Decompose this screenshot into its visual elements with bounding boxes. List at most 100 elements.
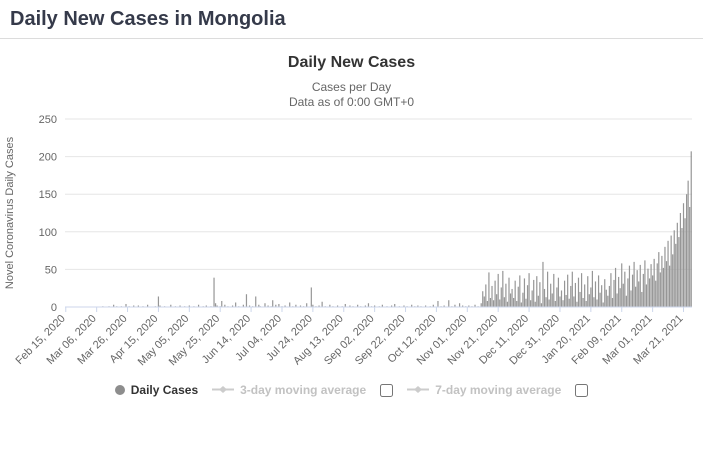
daily-cases-bar [267,305,269,307]
daily-cases-bar [539,282,541,307]
daily-cases-bar [511,288,513,307]
daily-cases-bar [690,151,692,307]
circle-marker-icon [114,385,125,395]
daily-cases-bar [665,261,668,307]
y-tick-label: 250 [39,114,57,126]
daily-cases-bar [682,203,685,307]
daily-cases-bar [509,293,512,307]
daily-cases-bar [591,270,593,307]
daily-cases-bar [560,290,563,307]
daily-cases-bar [482,291,484,307]
daily-cases-bar [278,303,280,307]
daily-cases-bar [526,285,529,307]
daily-cases-bar [179,305,181,307]
legend-item-7day-moving-average[interactable]: 7-day moving average [407,383,561,397]
daily-cases-bar [221,300,223,307]
daily-cases-bar [659,272,661,307]
daily-cases-bar [652,275,654,307]
daily-cases-bar [245,294,248,307]
checkbox-3day-moving-average[interactable] [380,383,394,397]
daily-cases-bar [488,272,490,307]
daily-cases-bar [522,292,524,307]
daily-cases-bar [669,265,671,307]
daily-cases-bar [536,276,538,307]
daily-cases-bar [242,304,244,307]
daily-cases-bar [157,296,160,307]
daily-cases-bar [537,295,539,307]
daily-cases-bar [675,243,677,307]
daily-cases-bar [454,304,456,307]
daily-cases-bar [622,283,624,307]
daily-cases-bar [594,281,597,307]
daily-cases-bar [611,297,614,307]
y-tick-label: 150 [39,189,57,201]
daily-cases-bar [574,282,576,307]
daily-cases-bar [275,304,277,307]
daily-cases-bar [678,237,680,307]
daily-cases-bar [514,280,516,307]
daily-cases-bar [224,304,226,307]
daily-cases-bar [687,180,689,307]
daily-cases-bar [554,300,556,307]
daily-cases-bar [492,300,495,307]
daily-cases-bar [474,304,476,307]
daily-cases-bar [443,305,445,307]
daily-cases-bar [486,300,488,307]
checkbox-7day-moving-average[interactable] [575,383,589,397]
daily-cases-bar [258,304,260,307]
daily-cases-bar [628,265,631,307]
daily-cases-bar [679,213,682,307]
daily-cases-bar [641,291,643,307]
daily-cases-bar [235,302,237,307]
daily-cases-bar [639,264,641,307]
daily-cases-bar [205,305,207,307]
daily-cases-bar [672,254,674,307]
daily-cases-bar [625,295,627,307]
daily-cases-bar [577,277,580,307]
title-divider [0,38,703,39]
daily-cases-bar [551,293,553,307]
daily-cases-bar [312,304,314,307]
daily-cases-bar [525,298,527,307]
daily-cases-bar [197,304,200,307]
line-diamond-marker-icon [212,383,235,397]
daily-cases-bar [255,296,257,307]
daily-cases-bar [432,304,434,307]
daily-cases-bar [462,305,464,307]
daily-cases-bar [540,303,543,307]
daily-cases-bar [644,260,646,307]
daily-cases-bar [601,285,603,307]
daily-cases-bar [681,228,683,307]
daily-cases-bar [619,288,621,307]
daily-cases-bar [494,280,496,307]
daily-cases-bar [579,291,581,307]
daily-cases-bar [458,303,461,307]
daily-cases-bar [658,252,660,307]
daily-cases-bar [638,281,640,307]
daily-cases-bar [499,299,501,307]
legend-item-daily-cases[interactable]: Daily Cases [114,383,198,397]
daily-cases-bar [531,290,533,307]
daily-cases-bar [357,304,359,307]
daily-cases-bar [676,222,678,307]
daily-cases-bar [503,297,505,307]
daily-cases-bar [289,302,291,307]
daily-cases-bar [647,268,649,307]
daily-cases-bar [650,264,652,307]
daily-cases-bar [648,278,651,307]
chart-subtitle-line2: Data as of 0:00 GMT+0 [288,95,415,109]
daily-cases-bar [664,246,666,307]
daily-cases-bar [284,305,286,307]
daily-cases-bar [448,300,450,307]
daily-cases-bar [310,287,312,307]
daily-cases-bar [565,294,567,307]
daily-cases-bar [673,230,675,307]
daily-cases-bar [523,278,526,307]
daily-cases-bar [542,261,544,307]
daily-cases-bar [417,305,419,307]
legend-item-3day-moving-average[interactable]: 3-day moving average [212,383,366,397]
daily-cases-bar [264,303,266,307]
daily-cases-bar [483,296,485,307]
daily-cases-bar [497,273,499,307]
